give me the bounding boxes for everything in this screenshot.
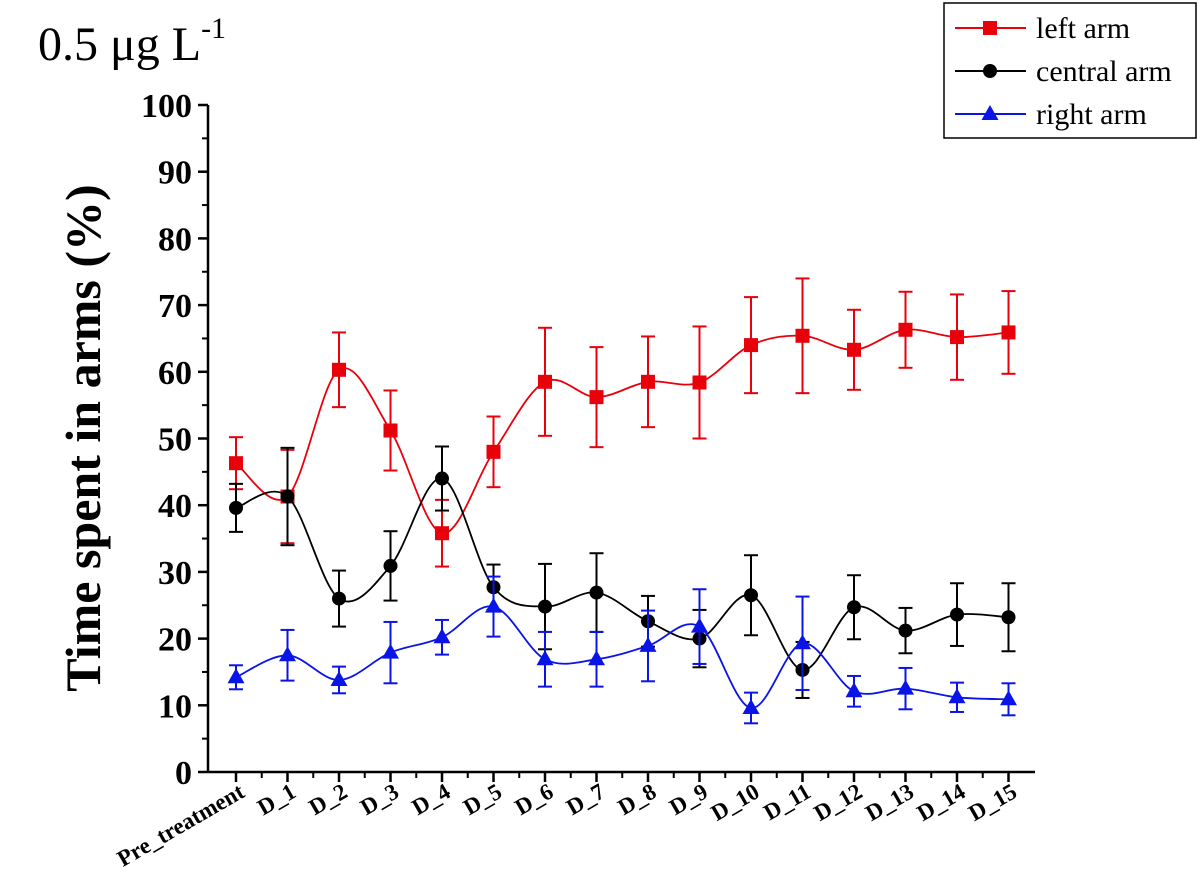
data-point xyxy=(279,646,296,662)
data-point xyxy=(330,670,348,686)
data-point xyxy=(382,643,399,659)
y-tick-label: 0 xyxy=(175,755,192,792)
x-tick-label: D_11 xyxy=(759,779,815,826)
y-axis-label: Time spent in arms (%) xyxy=(55,184,111,691)
x-tick-label: D_10 xyxy=(707,779,764,826)
x-tick-label: Pre_treatment xyxy=(113,779,249,872)
data-point xyxy=(847,600,861,615)
x-tick-label: D_1 xyxy=(253,779,300,820)
data-point xyxy=(1001,610,1016,625)
data-point xyxy=(898,623,913,638)
legend: left arm central arm right arm xyxy=(943,2,1197,139)
series-right-arm xyxy=(227,575,1017,725)
series-line xyxy=(235,328,1009,535)
y-tick-label: 60 xyxy=(158,355,192,392)
data-point xyxy=(847,342,861,357)
data-point xyxy=(691,617,708,633)
data-point xyxy=(536,650,554,666)
x-tick-label: D_3 xyxy=(356,779,403,820)
legend-marker xyxy=(983,21,997,35)
x-tick-label: D_6 xyxy=(511,779,558,820)
x-tick-label: D_13 xyxy=(861,779,918,826)
data-point xyxy=(383,423,398,438)
legend-marker xyxy=(983,64,997,78)
data-point xyxy=(435,526,449,541)
data-point xyxy=(845,682,863,698)
x-tick-label: D_4 xyxy=(408,778,455,820)
legend-label: left arm xyxy=(1036,12,1130,45)
data-point xyxy=(897,679,914,695)
series-line xyxy=(235,605,1009,709)
y-tick-label: 10 xyxy=(158,688,192,725)
legend-label: central arm xyxy=(1036,55,1172,88)
data-point xyxy=(1000,690,1017,706)
data-point xyxy=(950,607,964,622)
data-point xyxy=(795,328,810,343)
data-point xyxy=(1001,325,1016,340)
data-point xyxy=(950,330,964,345)
x-tick-label: D_12 xyxy=(810,779,867,826)
data-point xyxy=(692,375,707,390)
data-point xyxy=(229,456,243,471)
data-point xyxy=(641,374,655,389)
data-point xyxy=(538,374,552,389)
x-tick-label: D_14 xyxy=(913,778,970,825)
data-point xyxy=(280,489,295,504)
y-tick-label: 20 xyxy=(158,622,192,659)
x-tick-label: D_2 xyxy=(305,779,352,820)
data-point xyxy=(898,322,913,337)
series-central-arm xyxy=(229,445,1016,699)
data-point xyxy=(588,650,605,666)
chart-title-superscript: -1 xyxy=(201,12,226,45)
x-tick-label: D_5 xyxy=(459,779,506,820)
chart-title: 0.5 μg L-1 xyxy=(38,12,226,71)
series-left-arm xyxy=(229,277,1016,568)
data-point xyxy=(589,585,604,600)
data-point xyxy=(794,634,811,650)
data-point xyxy=(332,591,346,606)
data-point xyxy=(383,558,398,573)
legend-label: right arm xyxy=(1036,98,1147,131)
data-point xyxy=(227,668,245,684)
y-tick-label: 50 xyxy=(158,422,192,459)
y-tick-label: 100 xyxy=(141,88,192,125)
y-tick-label: 90 xyxy=(158,155,192,192)
data-point xyxy=(435,471,449,486)
data-point xyxy=(538,599,552,614)
data-point xyxy=(229,500,243,515)
plot-area xyxy=(227,277,1017,725)
y-tick-label: 40 xyxy=(158,488,192,525)
data-point xyxy=(742,698,760,714)
chart-title-main: 0.5 μg L xyxy=(38,18,201,71)
data-point xyxy=(744,588,758,603)
x-tick-label: D_9 xyxy=(665,779,712,820)
data-point xyxy=(485,597,502,613)
data-point xyxy=(433,628,451,644)
legend-marker xyxy=(981,105,999,120)
data-point xyxy=(589,390,604,405)
x-tick-label: D_15 xyxy=(964,779,1021,826)
y-tick-label: 80 xyxy=(158,221,192,258)
y-tick-label: 70 xyxy=(158,288,192,325)
data-point xyxy=(486,444,501,459)
data-point xyxy=(744,338,758,353)
data-point xyxy=(948,688,966,704)
x-tick-label: D_8 xyxy=(614,779,661,820)
y-tick-label: 30 xyxy=(158,555,192,592)
data-point xyxy=(639,636,657,652)
x-tick-label: D_7 xyxy=(562,779,609,820)
series-line xyxy=(235,477,1009,671)
data-point xyxy=(332,362,346,377)
